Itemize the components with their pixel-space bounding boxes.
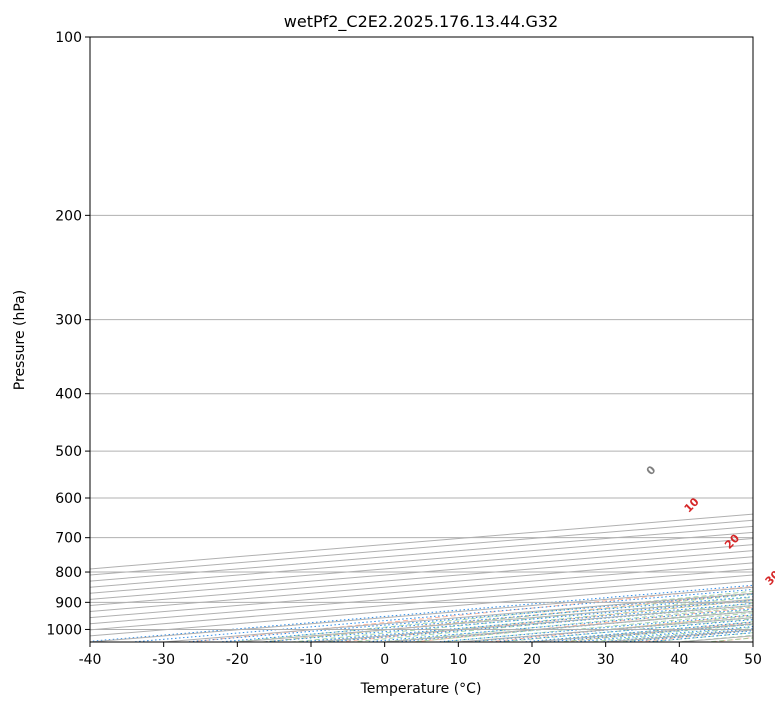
isotherm-line bbox=[599, 629, 753, 642]
mixing-ratio-line bbox=[430, 614, 753, 642]
y-tick-label: 500 bbox=[55, 444, 82, 460]
moist-adiabat bbox=[346, 603, 753, 642]
isotherm-line bbox=[90, 556, 753, 613]
plot-frame bbox=[89, 36, 754, 643]
dry-adiabat bbox=[258, 592, 753, 642]
dry-adiabat bbox=[482, 614, 753, 642]
y-tick-label: 1000 bbox=[46, 622, 82, 638]
isotherm-line bbox=[90, 531, 753, 588]
x-tick-label: -40 bbox=[79, 652, 102, 668]
moist-adiabat bbox=[583, 626, 753, 642]
isotherm-line bbox=[90, 538, 753, 594]
moist-adiabat bbox=[671, 634, 753, 642]
isotherm-line bbox=[90, 586, 753, 642]
moist-adiabat bbox=[286, 596, 753, 642]
dry-adiabat bbox=[183, 585, 753, 642]
y-tick-label: 800 bbox=[55, 565, 82, 581]
x-tick-label: 0 bbox=[380, 652, 389, 668]
y-tick-label: 900 bbox=[55, 595, 82, 611]
moist-adiabat bbox=[227, 590, 753, 642]
isotherm-line bbox=[90, 519, 753, 576]
y-axis-ticks: 100 200 300 400 500 600 700 800 900 1000 bbox=[46, 30, 90, 638]
x-tick-label: -30 bbox=[152, 652, 175, 668]
x-tick-label: 20 bbox=[523, 652, 541, 668]
moist-adiabat-label: 0 bbox=[644, 463, 659, 478]
isotherm-line bbox=[90, 525, 753, 582]
y-tick-label: 400 bbox=[55, 387, 82, 403]
chart-title: wetPf2_C2E2.2025.176.13.44.G32 bbox=[284, 12, 558, 32]
dry-adiabat bbox=[706, 637, 753, 642]
y-tick-label: 200 bbox=[55, 208, 82, 224]
mixing-ratio-line bbox=[90, 584, 753, 642]
x-tick-label: -20 bbox=[226, 652, 249, 668]
isotherm-line bbox=[90, 574, 753, 631]
moist-adiabat bbox=[701, 637, 753, 642]
grid-lines bbox=[90, 37, 753, 642]
moist-adiabat bbox=[257, 593, 753, 642]
y-tick-label: 700 bbox=[55, 531, 82, 547]
isotherm-line bbox=[378, 611, 753, 642]
y-tick-label: 100 bbox=[55, 30, 82, 46]
isotherm-line bbox=[90, 513, 753, 570]
isotherm-line bbox=[90, 550, 753, 606]
y-tick-label: 600 bbox=[55, 491, 82, 507]
isotherm-line bbox=[304, 604, 753, 642]
moist-adiabat bbox=[523, 621, 753, 642]
moist-adiabat-label: 30 bbox=[763, 568, 775, 588]
x-tick-label: 50 bbox=[744, 652, 762, 668]
mixing-ratio-line bbox=[359, 608, 753, 642]
moist-adiabat bbox=[375, 606, 753, 642]
isotherm-line bbox=[90, 580, 753, 637]
x-axis-ticks: -40 -30 -20 -10 0 10 20 30 40 50 bbox=[79, 642, 762, 668]
isotherm-line bbox=[90, 562, 753, 619]
x-tick-label: 30 bbox=[597, 652, 615, 668]
isotherm-line bbox=[157, 592, 753, 642]
y-tick-label: 300 bbox=[55, 313, 82, 329]
line-labels: -100-90-80-70-60-50-40-30-20-100.10.20.4… bbox=[644, 463, 775, 588]
moist-adiabat bbox=[494, 618, 753, 642]
x-axis-label: Temperature (°C) bbox=[360, 681, 482, 697]
isotherm-line bbox=[673, 635, 753, 642]
y-axis-label: Pressure (hPa) bbox=[12, 290, 28, 390]
dry-adiabat bbox=[333, 599, 753, 642]
isotherm-line bbox=[90, 568, 753, 625]
moist-adiabat bbox=[612, 629, 753, 642]
x-tick-label: 10 bbox=[449, 652, 467, 668]
dry-adiabat bbox=[763, 24, 775, 645]
moist-adiabat bbox=[316, 599, 753, 642]
isotherm-line bbox=[90, 544, 753, 600]
x-tick-label: -10 bbox=[300, 652, 323, 668]
x-tick-label: 40 bbox=[670, 652, 688, 668]
